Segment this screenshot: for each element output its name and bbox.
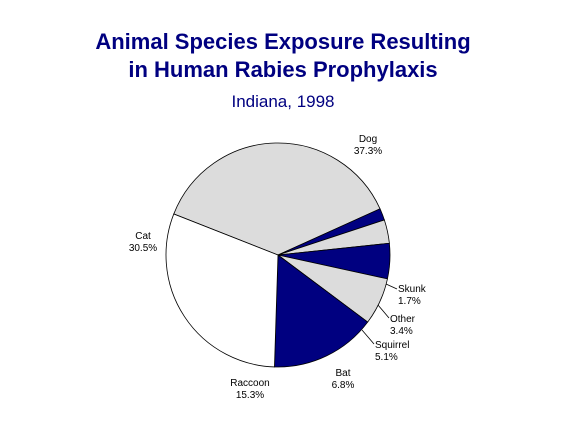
slice-value-skunk: 1.7% — [398, 296, 421, 307]
leader-line-other — [377, 304, 390, 319]
pie-slice-dog — [173, 142, 381, 256]
chart-title-line2: in Human Rabies Prophylaxis — [128, 57, 438, 82]
chart-subtitle: Indiana, 1998 — [231, 92, 335, 111]
slice-value-dog: 37.3% — [354, 146, 382, 157]
chart-title-line1: Animal Species Exposure Resulting — [95, 29, 471, 54]
slice-label-squirrel: Squirrel — [375, 340, 409, 351]
slice-value-cat: 30.5% — [129, 243, 157, 254]
slice-value-bat: 6.8% — [332, 380, 355, 391]
leader-line-skunk — [385, 283, 398, 290]
slice-label-raccoon: Raccoon — [230, 378, 269, 389]
chart-title: Animal Species Exposure Resulting in Hum… — [0, 28, 566, 84]
pie-slice-raccoon — [274, 254, 369, 368]
slice-value-raccoon: 15.3% — [236, 390, 264, 401]
pie-slice-cat — [165, 213, 279, 368]
slice-label-cat: Cat — [135, 231, 151, 242]
slice-value-other: 3.4% — [390, 326, 413, 337]
slice-label-dog: Dog — [359, 134, 377, 145]
slice-label-other: Other — [390, 314, 416, 325]
slice-value-squirrel: 5.1% — [375, 352, 398, 363]
slice-label-skunk: Skunk — [398, 284, 427, 295]
leader-line-squirrel — [361, 329, 375, 345]
slice-label-bat: Bat — [335, 368, 350, 379]
